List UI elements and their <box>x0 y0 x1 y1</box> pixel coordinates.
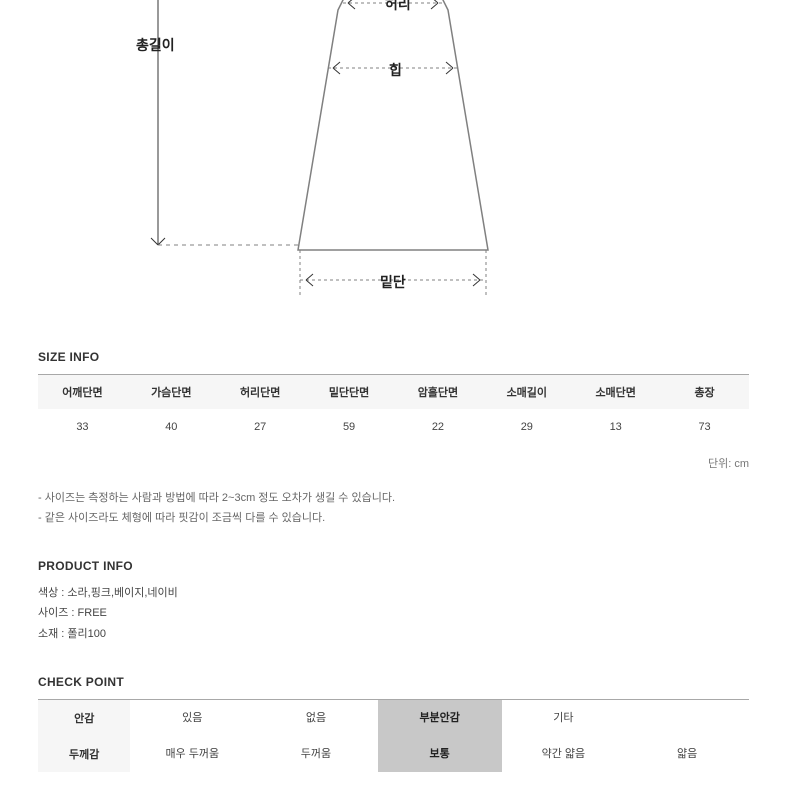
check-option: 약간 얇음 <box>502 736 626 772</box>
label-waist: 허리 <box>385 0 411 14</box>
size-col-header: 가슴단면 <box>127 375 216 409</box>
size-value-row: 33 40 27 59 22 29 13 73 <box>38 409 749 445</box>
size-table: 어깨단면 가슴단면 허리단면 밑단단면 암홀단면 소매길이 소매단면 총장 33… <box>38 375 749 445</box>
check-option: 두꺼움 <box>254 736 378 772</box>
product-info-line: 사이즈 : FREE <box>38 603 749 624</box>
size-col-header: 밑단단면 <box>305 375 394 409</box>
note-line: - 같은 사이즈라도 체형에 따라 핏감이 조금씩 다를 수 있습니다. <box>38 509 749 529</box>
check-option: 보통 <box>378 736 502 772</box>
size-value: 59 <box>305 409 394 445</box>
unit-label: 단위: cm <box>38 455 749 471</box>
check-row-label: 안감 <box>38 700 130 736</box>
check-row: 안감있음없음부분안감기타 <box>38 700 749 736</box>
check-option: 얇음 <box>625 736 749 772</box>
product-info-block: 색상 : 소라,핑크,베이지,네이비 사이즈 : FREE 소재 : 폴리100 <box>38 583 749 646</box>
check-option: 없음 <box>254 700 378 736</box>
check-row: 두께감매우 두꺼움두꺼움보통약간 얇음얇음 <box>38 736 749 772</box>
note-line: - 사이즈는 측정하는 사람과 방법에 따라 2~3cm 정도 오차가 생길 수… <box>38 489 749 509</box>
size-header-row: 어깨단면 가슴단면 허리단면 밑단단면 암홀단면 소매길이 소매단면 총장 <box>38 375 749 409</box>
check-option: 매우 두꺼움 <box>130 736 254 772</box>
check-option <box>625 700 749 736</box>
check-option: 기타 <box>502 700 626 736</box>
size-info-title: SIZE INFO <box>38 350 749 364</box>
check-point-title: CHECK POINT <box>38 675 749 689</box>
product-info-title: PRODUCT INFO <box>38 559 749 573</box>
size-col-header: 허리단면 <box>216 375 305 409</box>
label-hip: 힙 <box>389 60 402 80</box>
size-value: 40 <box>127 409 216 445</box>
size-value: 73 <box>660 409 749 445</box>
size-value: 13 <box>571 409 660 445</box>
product-info-line: 소재 : 폴리100 <box>38 624 749 645</box>
garment-diagram: 총길이 허리 힙 밑단 <box>38 0 749 320</box>
size-notes: - 사이즈는 측정하는 사람과 방법에 따라 2~3cm 정도 오차가 생길 수… <box>38 489 749 529</box>
product-info-line: 색상 : 소라,핑크,베이지,네이비 <box>38 583 749 604</box>
size-col-header: 암홀단면 <box>394 375 483 409</box>
label-total-length: 총길이 <box>136 35 175 55</box>
size-value: 33 <box>38 409 127 445</box>
size-col-header: 어깨단면 <box>38 375 127 409</box>
size-value: 27 <box>216 409 305 445</box>
check-row-label: 두께감 <box>38 736 130 772</box>
check-option: 부분안감 <box>378 700 502 736</box>
check-point-table: 안감있음없음부분안감기타두께감매우 두꺼움두꺼움보통약간 얇음얇음 <box>38 700 749 772</box>
check-option: 있음 <box>130 700 254 736</box>
size-col-header: 소매단면 <box>571 375 660 409</box>
label-hem: 밑단 <box>380 272 406 292</box>
size-col-header: 소매길이 <box>482 375 571 409</box>
size-col-header: 총장 <box>660 375 749 409</box>
size-value: 22 <box>394 409 483 445</box>
size-value: 29 <box>482 409 571 445</box>
